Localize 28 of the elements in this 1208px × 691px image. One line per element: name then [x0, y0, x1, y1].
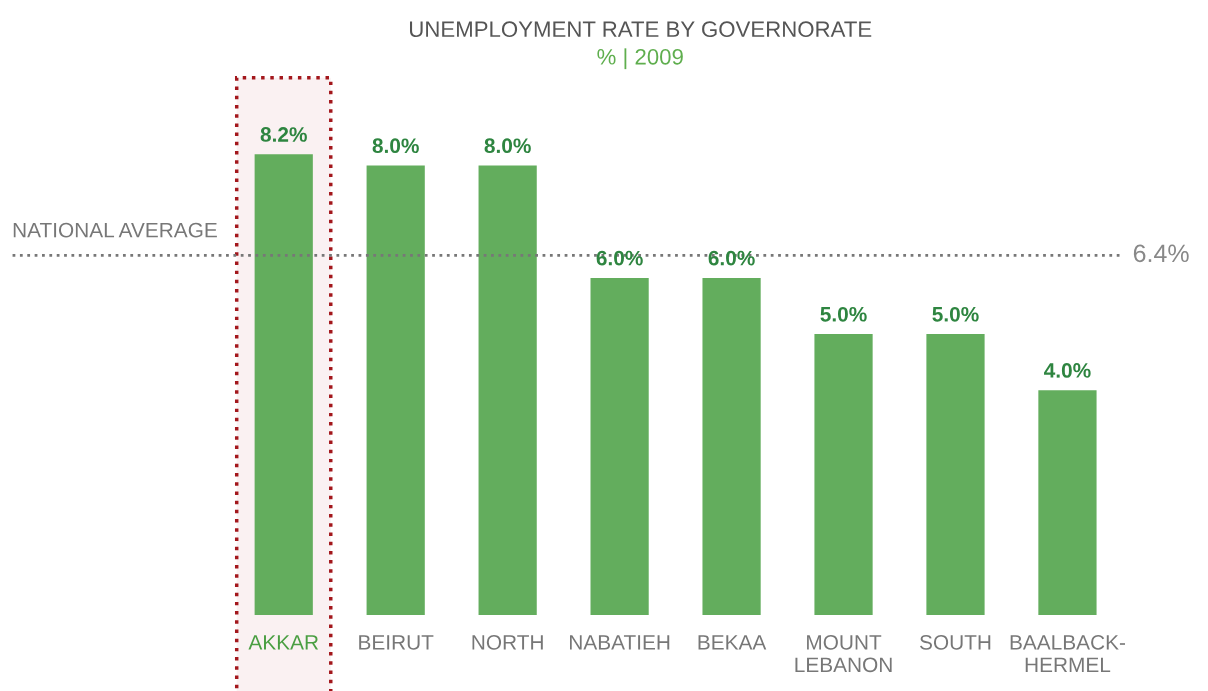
data-label: 8.0% [372, 138, 419, 154]
x-tick-label: MOUNT LEBANON [795, 634, 892, 673]
text: 6.4% [1133, 244, 1189, 263]
bar [1038, 390, 1097, 615]
data-label: 8.2% [260, 127, 307, 142]
data-label: 8.0% [484, 138, 531, 154]
bar [926, 334, 985, 615]
data-label: 6.0% [708, 250, 755, 266]
x-tick-label: BEKAA [698, 635, 767, 650]
x-tick-label: BAALBACK- HERMEL [1010, 634, 1125, 672]
chart-title: UNEMPLOYMENT RATE BY GOVERNORATE [410, 21, 872, 38]
bar [814, 334, 873, 615]
chart-subtitle: % | 2009 [597, 48, 683, 70]
ref-line-label: NATIONAL AVERAGE [13, 222, 217, 238]
bar [478, 165, 537, 615]
x-tick-label: AKKAR [248, 635, 319, 650]
data-label: 4.0% [1044, 363, 1091, 378]
bar [702, 277, 761, 615]
bar [254, 154, 313, 615]
bar [590, 277, 649, 615]
x-tick-label: NABATIEH [570, 635, 670, 650]
data-label: 5.0% [820, 306, 867, 322]
x-tick-label: NORTH [472, 634, 543, 650]
x-tick-label: SOUTH [919, 634, 991, 650]
data-label: 5.0% [932, 306, 979, 322]
data-label: 6.0% [596, 250, 643, 266]
bar [366, 165, 425, 615]
x-tick-label: BEIRUT [359, 635, 434, 650]
